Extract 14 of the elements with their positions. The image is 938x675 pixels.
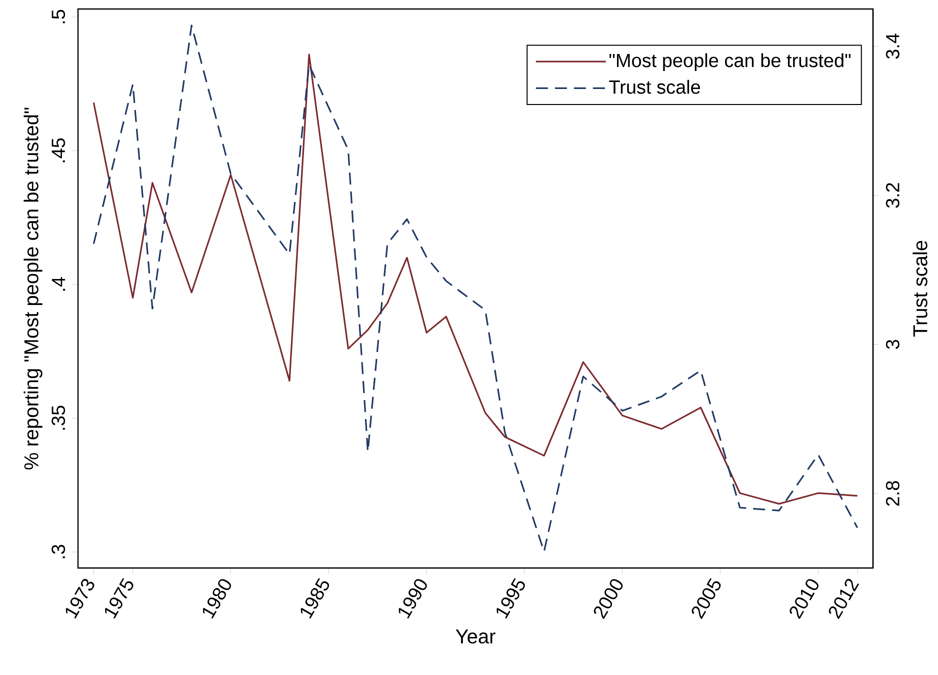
legend-label: "Most people can be trusted" (610, 53, 851, 71)
y-tick-label: .4 (52, 277, 66, 291)
y2-axis-title: Trust scale (912, 240, 928, 337)
y-tick-label: .3 (52, 544, 66, 558)
y-tick-label: .5 (52, 10, 66, 24)
y-axis-title: % reporting "Most people can be trusted" (24, 108, 42, 470)
y2-tick-label: 3.2 (886, 183, 900, 208)
y2-tick-label: 3.4 (886, 34, 900, 59)
x-axis-title: Year (456, 630, 496, 644)
legend-label: Trust scale (609, 80, 700, 94)
y2-tick-label: 2.8 (886, 481, 900, 506)
y-tick-label: .35 (52, 406, 66, 430)
y-tick-label: .45 (52, 138, 66, 162)
y2-tick-label: 3 (886, 340, 900, 349)
